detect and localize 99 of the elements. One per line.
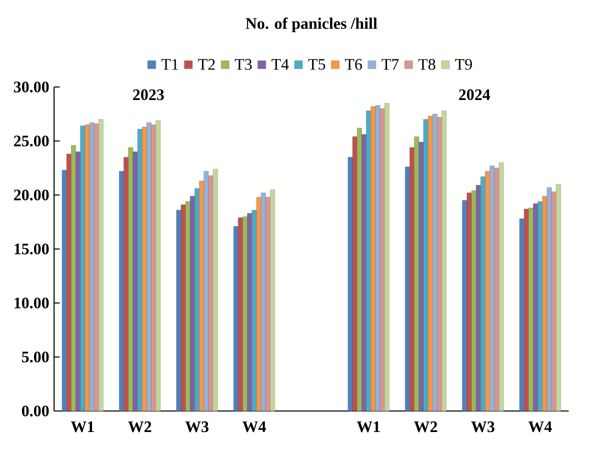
bar <box>71 145 76 412</box>
bar <box>485 171 490 412</box>
legend-label: T4 <box>272 59 289 70</box>
legend-label: T3 <box>234 59 252 70</box>
bar <box>476 185 481 412</box>
bar <box>471 190 476 412</box>
bar <box>128 147 134 412</box>
bar <box>375 105 380 412</box>
bar <box>234 226 238 412</box>
y-tick-label: 20.00 <box>14 190 49 200</box>
bar <box>462 200 468 412</box>
bar <box>212 168 218 412</box>
bar <box>352 136 358 412</box>
bar <box>247 213 252 412</box>
bar <box>362 134 366 412</box>
bar <box>62 170 67 412</box>
x-tick-label: W3 <box>471 421 494 432</box>
bar <box>348 157 353 412</box>
bar <box>380 108 385 412</box>
bar <box>437 117 442 412</box>
bar <box>142 126 147 412</box>
bar <box>185 201 190 412</box>
x-tick-label: W2 <box>128 421 152 432</box>
bar <box>442 110 446 412</box>
bar <box>480 176 486 412</box>
bar <box>370 106 376 412</box>
legend-label: T1 <box>161 59 178 70</box>
bar <box>76 152 81 412</box>
bar <box>180 204 186 412</box>
bar <box>260 192 266 412</box>
bar <box>208 175 214 412</box>
bar <box>466 192 472 412</box>
bar <box>556 184 561 412</box>
bar <box>519 218 524 412</box>
bar <box>490 166 495 412</box>
bar <box>98 119 104 412</box>
bar <box>423 119 428 412</box>
bar <box>204 171 209 412</box>
bar <box>151 124 156 412</box>
y-tick-label: 25.00 <box>14 136 49 146</box>
bar <box>524 208 529 412</box>
bar <box>94 124 99 412</box>
bar <box>418 142 424 412</box>
bar <box>238 218 243 412</box>
bar <box>414 136 420 412</box>
bar <box>410 147 414 412</box>
annotation: 2023 <box>133 89 164 100</box>
bar <box>176 210 182 412</box>
bar <box>270 189 275 412</box>
bar <box>252 210 257 412</box>
y-tick-label: 5.00 <box>22 352 49 362</box>
legend-label: T2 <box>198 59 215 70</box>
bar <box>405 166 410 412</box>
bar <box>357 128 362 412</box>
bar <box>80 126 86 412</box>
bar <box>256 197 262 412</box>
bar <box>498 162 504 412</box>
x-tick-label: W4 <box>528 421 552 432</box>
bar <box>551 192 556 412</box>
x-tick-label: W2 <box>414 421 438 432</box>
bar <box>190 196 195 412</box>
legend-label: T5 <box>308 59 326 70</box>
x-tick-label: W1 <box>356 421 380 432</box>
bar <box>124 157 129 412</box>
y-tick-label: 30.00 <box>14 82 49 92</box>
bar <box>156 120 161 412</box>
bar <box>428 116 433 412</box>
bar <box>542 196 548 412</box>
bar <box>384 103 390 412</box>
bar <box>66 154 72 412</box>
chart-title: No. of panicles /hill <box>246 17 378 32</box>
bar <box>119 171 124 412</box>
y-tick-label: 0.00 <box>22 406 49 416</box>
bar <box>528 208 534 412</box>
bar <box>538 201 543 412</box>
bar <box>546 187 552 412</box>
legend-label: T7 <box>382 59 399 70</box>
bar <box>533 204 538 412</box>
bar <box>132 152 138 412</box>
bar <box>137 128 142 412</box>
x-tick-label: W1 <box>70 421 94 432</box>
bar <box>84 124 90 412</box>
legend-label: T6 <box>344 59 362 70</box>
y-tick-label: 15.00 <box>14 244 49 254</box>
x-tick-label: W4 <box>242 421 266 432</box>
x-tick-label: W3 <box>185 421 208 432</box>
bar <box>146 122 152 412</box>
bar <box>366 110 372 412</box>
bar <box>194 188 200 412</box>
y-tick-label: 10.00 <box>14 298 49 308</box>
legend-label: T8 <box>418 59 436 70</box>
annotation: 2024 <box>459 89 490 100</box>
bar <box>494 168 500 412</box>
bar <box>199 180 204 412</box>
bar <box>266 197 270 412</box>
bar <box>242 216 248 412</box>
bar <box>89 122 94 412</box>
legend-label: T9 <box>455 59 472 70</box>
bar <box>432 114 438 412</box>
